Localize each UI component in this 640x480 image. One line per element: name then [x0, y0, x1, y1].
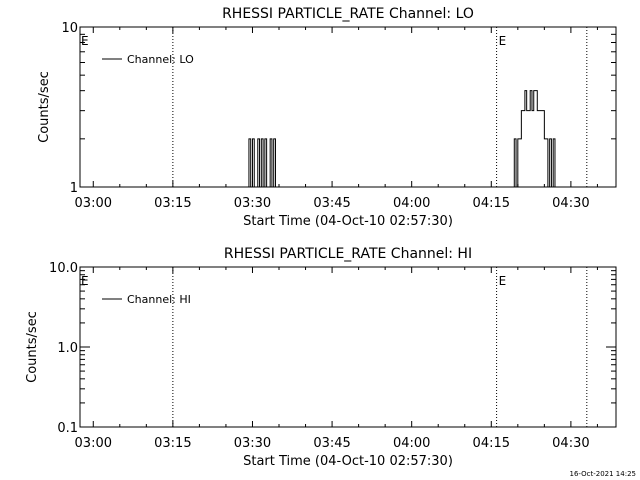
edge-label: E: [81, 274, 89, 288]
event-marker-label: E: [499, 274, 507, 288]
chart-panel-1: RHESSI PARTICLE_RATE Channel: LO 03:00 03:…: [37, 6, 617, 229]
x-tick-label: 04:00: [393, 436, 430, 451]
edge-label: E: [81, 34, 89, 48]
x-tick-label: 03:30: [234, 436, 271, 451]
y-tick-label: 10: [61, 21, 78, 36]
x-tick-label: 04:30: [552, 436, 589, 451]
y-axis-label: Counts/sec: [37, 71, 52, 143]
x-tick-label: 03:45: [313, 196, 350, 211]
x-axis-label: Start Time (04-Oct-10 02:57:30): [243, 214, 453, 229]
x-tick-label: 04:15: [473, 436, 510, 451]
x-tick-label: 04:00: [393, 196, 430, 211]
event-marker-label: E: [499, 34, 507, 48]
x-tick-label: 04:15: [473, 196, 510, 211]
y-axis-label: Counts/sec: [25, 311, 40, 383]
legend-entry: Channel: HI: [127, 293, 191, 306]
y-tick-label: 0.1: [57, 421, 78, 436]
series-line: [241, 90, 561, 188]
legend-entry: Channel: LO: [127, 53, 194, 66]
x-tick-label: 03:15: [154, 436, 191, 451]
x-tick-label: 03:00: [75, 196, 112, 211]
x-tick-label: 03:45: [313, 436, 350, 451]
y-tick-label: 1: [70, 181, 78, 196]
x-tick-label: 03:30: [234, 196, 271, 211]
x-tick-label: 03:00: [75, 436, 112, 451]
chart-panel-2: RHESSI PARTICLE_RATE Channel: HI 03:00 03:…: [25, 246, 617, 469]
chart-title: RHESSI PARTICLE_RATE Channel: LO: [222, 6, 474, 22]
x-axis-label: Start Time (04-Oct-10 02:57:30): [243, 454, 453, 469]
y-tick-label: 1.0: [57, 341, 78, 356]
footer-timestamp: 16-Oct-2021 14:25: [570, 470, 636, 478]
y-tick-label: 10.0: [49, 261, 78, 276]
chart-title: RHESSI PARTICLE_RATE Channel: HI: [224, 246, 472, 262]
x-tick-label: 03:15: [154, 196, 191, 211]
x-tick-label: 04:30: [552, 196, 589, 211]
